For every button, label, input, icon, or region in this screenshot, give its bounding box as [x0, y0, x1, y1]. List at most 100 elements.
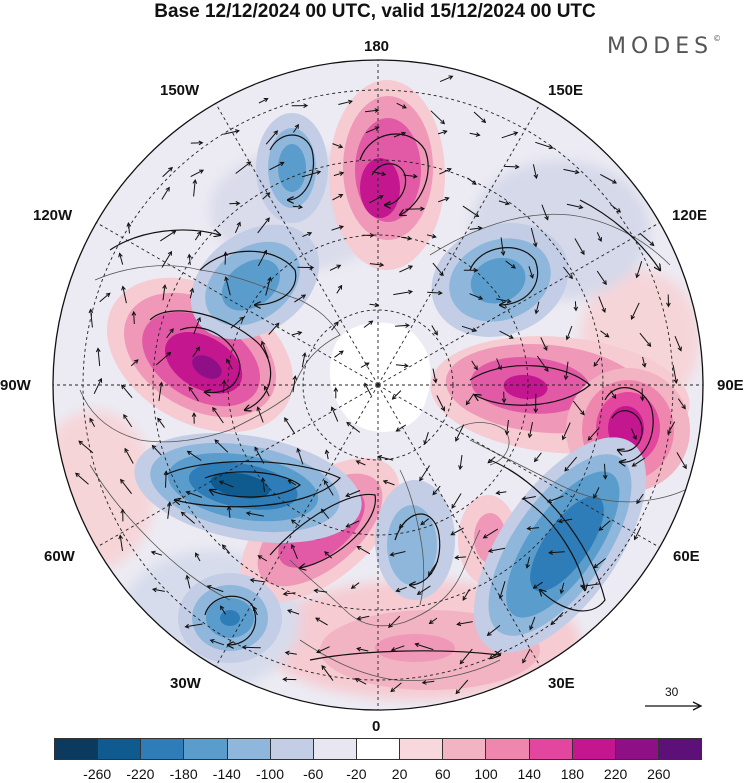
wind-vector — [455, 679, 469, 694]
wind-vector-head — [290, 543, 296, 549]
wind-vector — [123, 414, 133, 428]
wind-vector — [600, 330, 609, 338]
wind-vector — [302, 232, 312, 238]
wind-vector — [558, 518, 573, 523]
wind-vector-head — [163, 470, 169, 476]
wind-vector — [119, 253, 124, 265]
colorbar-swatch — [270, 739, 314, 759]
wind-vector — [186, 575, 191, 589]
wind-vector — [587, 428, 599, 441]
wind-vector-head — [416, 590, 422, 595]
wind-vector-head — [513, 131, 519, 136]
wind-vector — [97, 348, 101, 367]
wind-vector-head — [631, 462, 637, 467]
wind-vector-head — [498, 594, 504, 600]
wind-vector-head — [263, 98, 269, 103]
wind-vector-head — [472, 327, 478, 333]
wind-vector-head — [612, 179, 618, 184]
lon-label-30e: 30E — [548, 675, 575, 692]
colorbar-tick-label: 140 — [517, 766, 541, 782]
wind-vector-head — [307, 232, 313, 237]
wind-vector — [160, 230, 176, 242]
wind-vector-head — [602, 280, 607, 286]
wind-vector — [207, 585, 224, 593]
wind-vector-head — [356, 545, 362, 551]
wind-vector-head — [487, 548, 493, 553]
wind-vector-head — [345, 523, 351, 528]
colorbar-swatch — [658, 739, 702, 759]
wind-vector-head — [374, 108, 380, 113]
wind-vector-head — [395, 427, 401, 432]
wind-vector — [674, 336, 682, 351]
wind-vector — [325, 450, 329, 460]
wind-vector-head — [235, 201, 241, 206]
colorbar-tick-label: 180 — [560, 766, 585, 782]
lon-label-120e: 120E — [672, 207, 708, 224]
wind-vector-head — [636, 499, 641, 505]
wind-vector — [265, 130, 278, 145]
wind-vector — [667, 421, 676, 435]
wind-vector-head — [667, 429, 672, 435]
wind-vector — [388, 615, 401, 628]
wind-vector — [488, 547, 506, 552]
wind-vector — [285, 652, 297, 655]
wind-vector-head — [157, 417, 162, 423]
colorbar-tick-label: -220 — [126, 766, 155, 782]
wind-vector — [333, 172, 344, 177]
wind-vector-head — [120, 478, 125, 484]
wind-vector-head — [75, 472, 80, 478]
wind-vector — [593, 357, 601, 367]
wind-vector-head — [532, 242, 538, 248]
wind-vector — [292, 376, 296, 393]
wind-vector — [165, 471, 167, 488]
colorbar-tick-label: 220 — [603, 766, 628, 782]
wind-vector — [294, 294, 306, 303]
wind-vector-head — [543, 345, 548, 351]
wind-vector-head — [544, 215, 549, 221]
wind-vector-head — [323, 479, 329, 485]
wind-vector-head — [260, 477, 266, 483]
wind-vector — [600, 173, 617, 184]
wind-vector-head — [511, 264, 516, 269]
wind-vector-head — [462, 595, 467, 601]
wind-vector-head — [440, 119, 446, 125]
wind-vector-head — [401, 104, 407, 109]
wind-vector-head — [206, 585, 212, 590]
wind-vector — [365, 109, 379, 113]
wind-vector-head — [649, 241, 655, 247]
wind-vector — [158, 382, 163, 402]
wind-vector-head — [593, 361, 599, 367]
wind-vector-head — [389, 552, 395, 557]
wind-vector-head — [564, 466, 569, 472]
wind-vector — [301, 171, 321, 178]
wind-vector — [242, 646, 261, 649]
wind-vector-head — [459, 659, 465, 665]
wind-vector — [321, 665, 334, 681]
wind-vector — [459, 455, 463, 470]
wind-vector-head — [504, 200, 511, 206]
wind-vector — [346, 422, 361, 433]
wind-vector — [393, 291, 413, 296]
wind-vector — [332, 194, 343, 201]
wind-vector-head — [369, 232, 375, 238]
colorbar-swatch — [615, 739, 659, 759]
wind-vector — [258, 98, 268, 104]
wind-vector-head — [522, 658, 527, 664]
wind-vector-head — [162, 284, 167, 289]
wind-vector — [161, 187, 170, 200]
wind-vector — [634, 526, 642, 540]
wind-vector-head — [442, 129, 448, 135]
lon-label-90w: 90W — [0, 377, 31, 394]
wind-vector-head — [390, 646, 396, 652]
wind-vector — [331, 407, 339, 422]
wind-vector-head — [186, 450, 192, 456]
flow-contours — [109, 133, 660, 661]
colorbar-tick-label: -140 — [212, 766, 241, 782]
brand-mark: © — [713, 34, 722, 43]
lon-label-60e: 60E — [673, 548, 700, 565]
wind-vector-head — [192, 178, 198, 184]
wind-vector — [593, 558, 606, 569]
wind-vector — [220, 605, 226, 615]
positive-anomaly-center — [430, 336, 690, 454]
